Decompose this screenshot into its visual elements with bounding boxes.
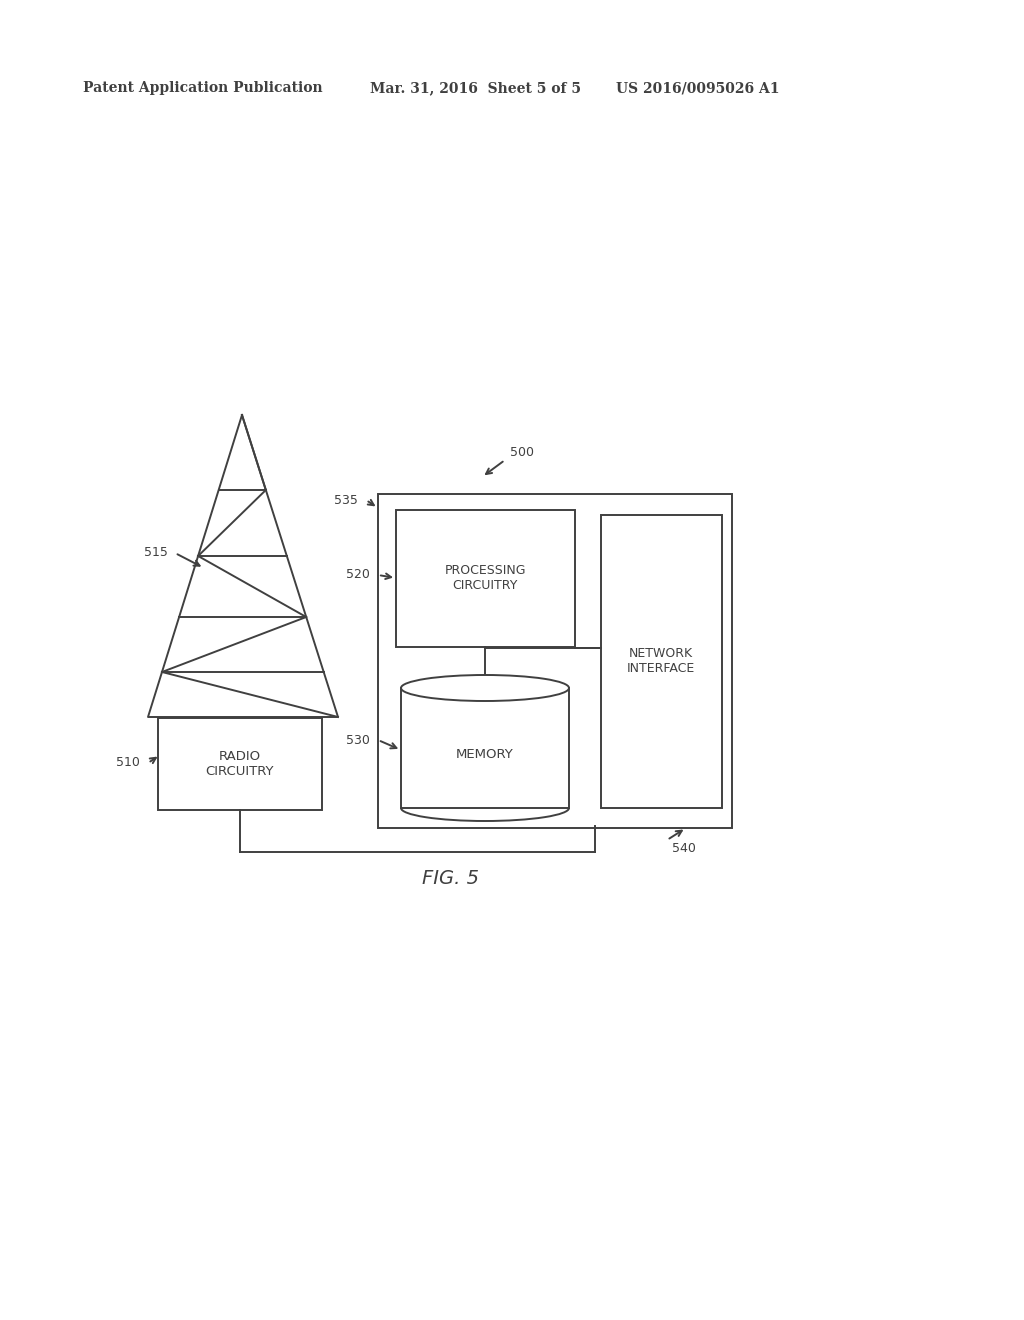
Text: MEMORY: MEMORY	[456, 748, 514, 762]
Text: 535: 535	[334, 494, 358, 507]
Text: RADIO
CIRCUITRY: RADIO CIRCUITRY	[206, 750, 274, 777]
Text: 500: 500	[510, 446, 534, 459]
Bar	[396, 510, 575, 647]
Bar	[601, 515, 722, 808]
Text: 520: 520	[346, 569, 370, 582]
Text: Patent Application Publication: Patent Application Publication	[83, 81, 323, 95]
Text: 510: 510	[116, 756, 140, 770]
Text: 515: 515	[144, 546, 168, 560]
Text: FIG. 5: FIG. 5	[422, 869, 478, 887]
Text: PROCESSING
CIRCUITRY: PROCESSING CIRCUITRY	[444, 564, 525, 591]
Bar	[158, 718, 322, 810]
Text: NETWORK
INTERFACE: NETWORK INTERFACE	[627, 647, 695, 675]
Bar	[378, 494, 732, 828]
Text: US 2016/0095026 A1: US 2016/0095026 A1	[616, 81, 779, 95]
Text: 540: 540	[672, 842, 696, 854]
Bar	[401, 688, 569, 808]
Text: 530: 530	[346, 734, 370, 747]
Text: Mar. 31, 2016  Sheet 5 of 5: Mar. 31, 2016 Sheet 5 of 5	[370, 81, 581, 95]
Ellipse shape	[401, 675, 569, 701]
